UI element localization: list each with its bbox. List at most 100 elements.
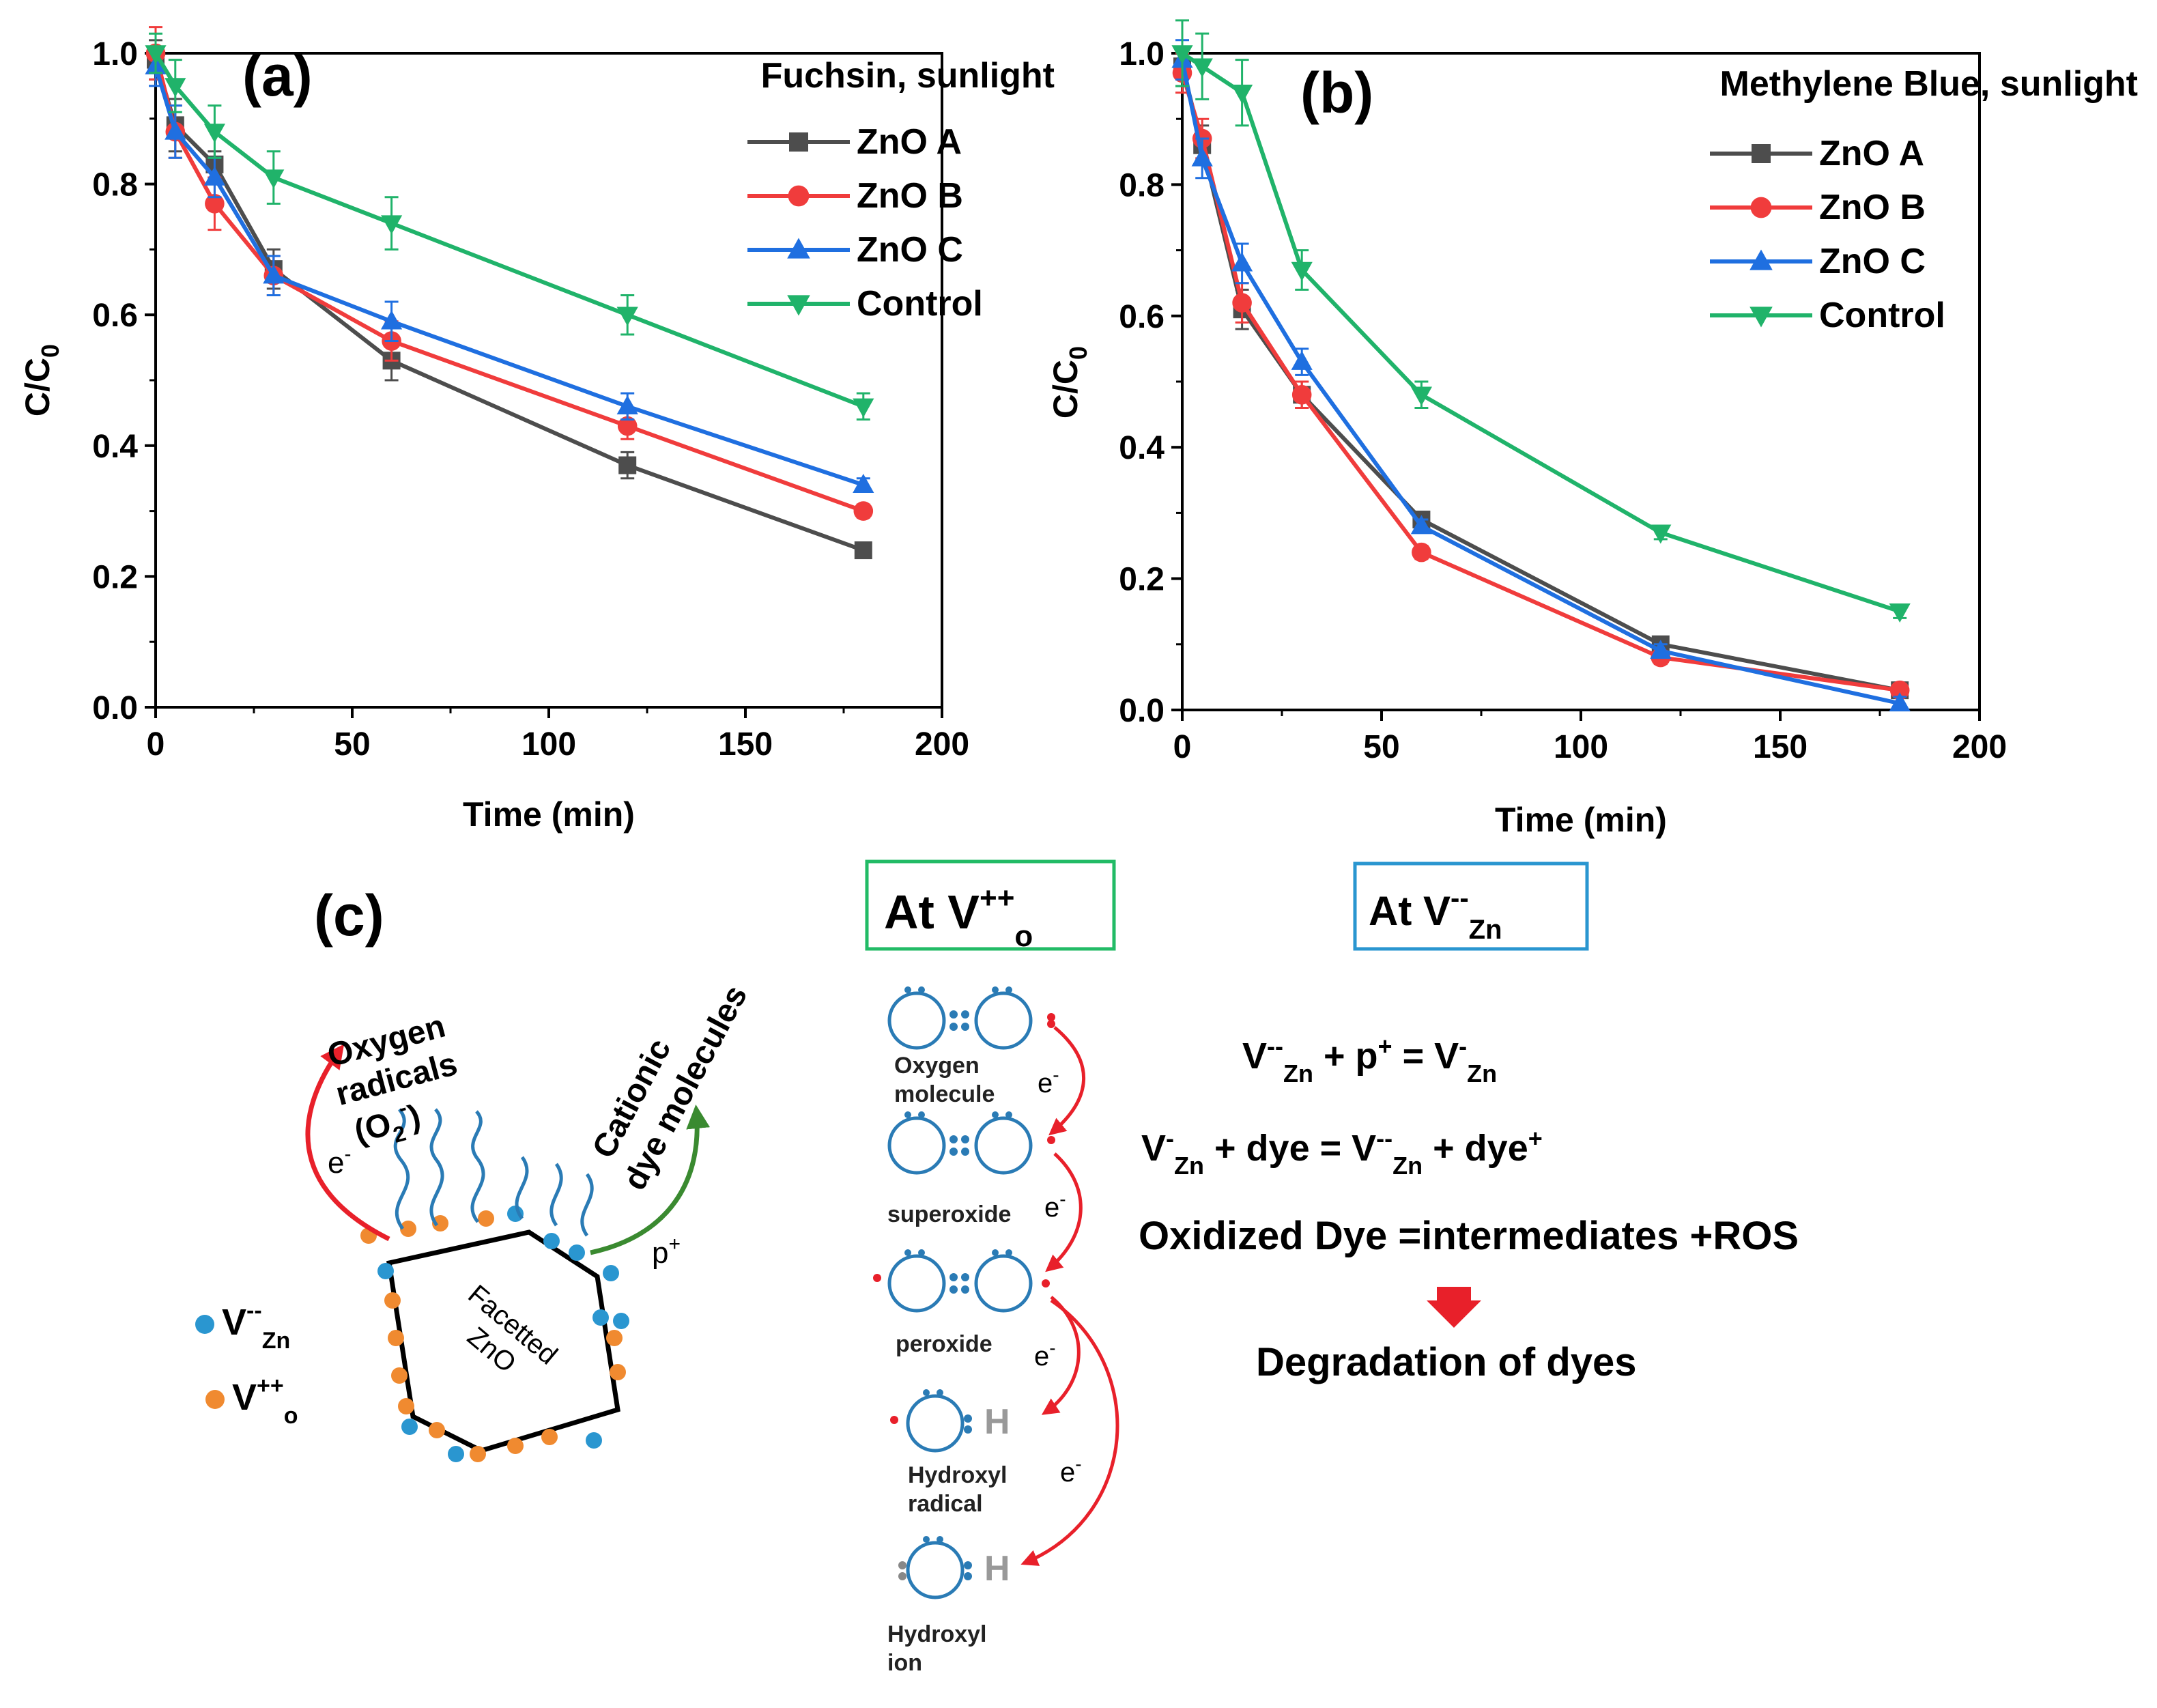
- series-line: [154, 66, 864, 487]
- x-tick-label: 100: [522, 726, 576, 763]
- zinc-vacancy-dot: [543, 1233, 560, 1249]
- legend-label: ZnO A: [857, 122, 962, 162]
- legend-marker: [1750, 197, 1772, 218]
- oxygen-vacancy-dot: [541, 1429, 558, 1445]
- x-tick-label: 150: [718, 726, 773, 763]
- data-point: [1650, 524, 1672, 544]
- oxygen-vacancy-dot: [606, 1330, 623, 1346]
- data-point: [203, 124, 225, 143]
- equation-1: V--Zn + p+ = V-Zn: [1242, 1032, 1497, 1087]
- y-tick-label: 0.0: [92, 690, 138, 726]
- peroxide-atom-1: [887, 1254, 946, 1313]
- zinc-vacancy-dot: [377, 1263, 394, 1279]
- x-tick-label: 100: [1554, 729, 1608, 765]
- y-tick-label: 0.6: [92, 298, 138, 334]
- box-oxygen-vacancy-label: At V++o: [884, 881, 1033, 953]
- legend-vzn-dot: [195, 1315, 214, 1334]
- series-zno-c: [1171, 39, 1911, 712]
- data-point: [1232, 293, 1252, 313]
- legend-vo-dot: [205, 1390, 225, 1409]
- data-point: [1650, 640, 1672, 659]
- chart-a-x-label: Time (min): [463, 795, 635, 834]
- down-arrow-icon: [1427, 1287, 1481, 1328]
- y-tick-label: 0.8: [1119, 167, 1165, 203]
- molecule-ladder: [887, 991, 1033, 1599]
- data-point: [616, 307, 638, 326]
- oxygen-vacancy-dot: [398, 1398, 414, 1414]
- peroxide-atom-2: [974, 1254, 1033, 1313]
- hydrogen-label-2: H: [984, 1549, 1010, 1589]
- data-point: [1889, 603, 1911, 623]
- zinc-vacancy-dot: [592, 1309, 609, 1326]
- hydroxyl-radical-atom: [906, 1394, 965, 1453]
- ladder-arrow-4: [1020, 1298, 1119, 1566]
- strand-3: [470, 1110, 485, 1223]
- legend-vzn-label: V--Zn: [222, 1298, 290, 1354]
- data-point: [616, 395, 638, 415]
- x-tick-label: 200: [915, 726, 969, 763]
- zinc-vacancy-dot: [603, 1265, 619, 1281]
- legend-marker: [789, 132, 808, 152]
- oxygen-vacancy-dot: [400, 1221, 416, 1237]
- zinc-vacancy-dots: [377, 1206, 629, 1462]
- legend-label: Control: [1819, 296, 1945, 335]
- strand-2: [429, 1108, 444, 1227]
- svg-text:e-: e-: [1038, 1064, 1059, 1098]
- unpaired-electron-dots: [873, 1013, 1055, 1424]
- data-point: [165, 120, 186, 140]
- chart-a-panel-label: (a): [242, 44, 313, 108]
- y-tick-label: 0.2: [92, 559, 138, 595]
- surface-strands: [393, 1108, 594, 1237]
- species-superoxide: superoxide: [887, 1201, 1011, 1227]
- zinc-vacancy-dot: [401, 1419, 418, 1435]
- x-tick-label: 200: [1952, 729, 2007, 765]
- svg-text:e-: e-: [1060, 1453, 1082, 1488]
- zinc-vacancy-dot: [448, 1446, 464, 1462]
- oxygen-vacancy-dot: [384, 1292, 401, 1309]
- chart-b-y-ticks: 0.0 0.2 0.4 0.6 0.8 1.0: [1119, 36, 1182, 729]
- data-point: [381, 310, 403, 330]
- x-tick-label: 50: [1363, 729, 1399, 765]
- series-line: [1181, 51, 1901, 614]
- species-peroxide: peroxide: [896, 1331, 992, 1357]
- superoxide-atom-2: [974, 1116, 1033, 1175]
- x-tick-label: 150: [1753, 729, 1808, 765]
- oxygen-radicals-label: Oxygenradicals(O2-): [322, 1008, 473, 1159]
- data-point: [203, 166, 225, 186]
- box-zinc-vacancy-label: At V--Zn: [1369, 883, 1502, 945]
- y-tick-label: 0.8: [92, 167, 138, 203]
- data-point: [1231, 85, 1253, 104]
- data-point: [1291, 350, 1313, 370]
- ladder-arrow-1: [1048, 1026, 1086, 1136]
- electron-label: e-: [328, 1143, 351, 1180]
- chart-a: 0 50 100 150 200 0.0 0.2 0.4 0.6 0.8 1.0 Time (mi…: [18, 26, 1055, 834]
- data-point: [205, 194, 225, 214]
- legend-label: ZnO C: [1819, 242, 1926, 281]
- ladder-electron-arrows: [1020, 1026, 1119, 1566]
- y-tick-label: 0.0: [1119, 693, 1165, 729]
- data-point: [1410, 515, 1432, 535]
- equation-4: Degradation of dyes: [1256, 1340, 1637, 1384]
- data-point: [853, 501, 874, 521]
- data-point: [618, 456, 637, 474]
- data-point: [1412, 542, 1431, 563]
- series-line: [154, 53, 864, 513]
- zinc-vacancy-dot: [613, 1313, 629, 1329]
- series-zno-a: [1173, 45, 1909, 700]
- y-tick-label: 0.4: [1119, 430, 1165, 466]
- oxygen-vacancy-dot: [391, 1367, 408, 1384]
- equation-2: V-Zn + dye = V--Zn + dye+: [1141, 1124, 1543, 1180]
- x-tick-label: 50: [334, 726, 370, 763]
- zinc-vacancy-dot: [569, 1244, 585, 1261]
- hydroxyl-ion-extra-dots: [898, 1561, 906, 1580]
- chart-a-y-label: C/C0: [18, 344, 64, 416]
- oxygen-vacancy-dot: [388, 1330, 404, 1346]
- legend-marker: [787, 295, 810, 316]
- box-oxygen-vacancy: [865, 859, 1116, 951]
- chart-a-legend: ZnO A ZnO B ZnO C Control: [747, 122, 983, 324]
- oxygen-molecule-atom-1: [887, 991, 946, 1050]
- species-hydroxyl-radical: Hydroxyl radical: [908, 1462, 1008, 1517]
- oxygen-molecule-atom-2: [974, 991, 1033, 1050]
- series-zno-c: [145, 45, 874, 493]
